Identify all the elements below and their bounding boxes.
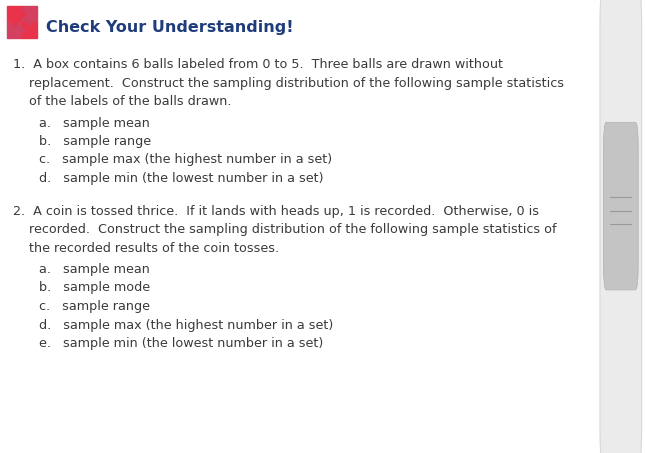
- FancyBboxPatch shape: [604, 122, 638, 290]
- Text: of the labels of the balls drawn.: of the labels of the balls drawn.: [13, 95, 232, 108]
- FancyBboxPatch shape: [600, 0, 642, 453]
- Text: c.   sample range: c. sample range: [39, 300, 150, 313]
- Circle shape: [19, 27, 25, 33]
- Text: the recorded results of the coin tosses.: the recorded results of the coin tosses.: [13, 241, 279, 255]
- Text: b.   sample range: b. sample range: [39, 135, 151, 148]
- Text: d.   sample max (the highest number in a set): d. sample max (the highest number in a s…: [39, 318, 333, 332]
- Bar: [22, 22, 37, 38]
- Circle shape: [12, 19, 17, 25]
- Bar: [7, 6, 22, 22]
- Text: 2.  A coin is tossed thrice.  If it lands with heads up, 1 is recorded.  Otherwi: 2. A coin is tossed thrice. If it lands …: [13, 204, 539, 217]
- Text: d.   sample min (the lowest number in a set): d. sample min (the lowest number in a se…: [39, 172, 323, 185]
- Text: a.   sample mean: a. sample mean: [39, 263, 150, 276]
- Text: e.   sample min (the lowest number in a set): e. sample min (the lowest number in a se…: [39, 337, 323, 350]
- Text: replacement.  Construct the sampling distribution of the following sample statis: replacement. Construct the sampling dist…: [13, 77, 564, 90]
- Bar: [7, 22, 22, 38]
- Text: b.   sample mode: b. sample mode: [39, 281, 150, 294]
- Text: 1.  A box contains 6 balls labeled from 0 to 5.  Three balls are drawn without: 1. A box contains 6 balls labeled from 0…: [13, 58, 503, 71]
- Circle shape: [27, 19, 32, 25]
- Text: c.   sample max (the highest number in a set): c. sample max (the highest number in a s…: [39, 154, 332, 167]
- Bar: [22, 6, 37, 22]
- Text: recorded.  Construct the sampling distribution of the following sample statistic: recorded. Construct the sampling distrib…: [13, 223, 557, 236]
- Text: a.   sample mean: a. sample mean: [39, 116, 150, 130]
- Text: Check Your Understanding!: Check Your Understanding!: [46, 20, 294, 35]
- Circle shape: [19, 11, 25, 17]
